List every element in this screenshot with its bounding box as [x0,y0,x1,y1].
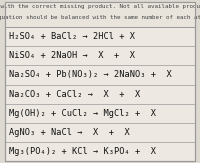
Text: Mg₃(PO₄)₂ + KCl → K₃PO₄ +  X: Mg₃(PO₄)₂ + KCl → K₃PO₄ + X [9,147,156,156]
Text: Remember, each equation should be balanced with the same number of each atom on : Remember, each equation should be balanc… [0,15,200,21]
Text: Na₂SO₄ + Pb(NO₃)₂ → 2NaNO₃ +  X: Na₂SO₄ + Pb(NO₃)₂ → 2NaNO₃ + X [9,70,172,79]
Text: Na₂CO₃ + CaCl₂ →  X  +  X: Na₂CO₃ + CaCl₂ → X + X [9,90,140,99]
Text: Mg(OH)₂ + CuCl₂ → MgCl₂ +  X: Mg(OH)₂ + CuCl₂ → MgCl₂ + X [9,109,156,118]
Text: NiSO₄ + 2NaOH →  X  +  X: NiSO₄ + 2NaOH → X + X [9,51,135,60]
Text: Replace each 'X' with the correct missing product. Not all available products wi: Replace each 'X' with the correct missin… [0,4,200,9]
Text: H₂SO₄ + BaCl₂ → 2HCl + X: H₂SO₄ + BaCl₂ → 2HCl + X [9,32,135,41]
Bar [5,2,195,27]
Text: AgNO₃ + NaCl →  X  +  X: AgNO₃ + NaCl → X + X [9,128,130,137]
